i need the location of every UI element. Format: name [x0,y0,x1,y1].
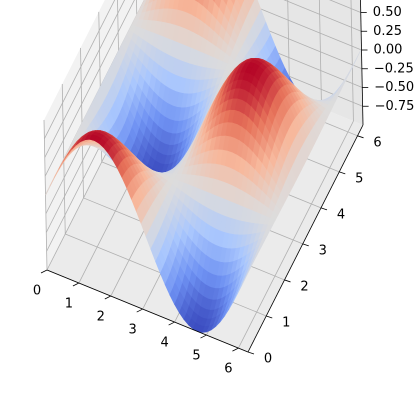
x-tick-mark [136,308,143,313]
surface-patch [241,270,250,285]
grid-z-right [283,0,362,32]
y-axis-line [247,124,364,353]
x-tick-label: 1 [65,297,73,312]
y-tick-mark [302,243,309,247]
x-tick-mark [72,282,80,287]
x-tick-mark [168,321,175,326]
axis-lines [40,0,369,355]
z-tick-label: −0.75 [375,99,415,114]
y-tick-label: 1 [282,316,290,331]
x-tick-label: 4 [160,336,168,351]
y-tick-mark [266,315,273,319]
z-tick-label: 0.00 [374,43,403,58]
y-tick-mark [284,279,291,283]
x-tick-label: 2 [97,310,105,325]
y-tick-mark [339,171,346,175]
x-tick-mark [232,347,239,352]
z-tick-label: −0.25 [374,61,414,76]
x-tick-mark [40,269,48,274]
x-tick-label: 6 [224,362,232,377]
y-tick-label: 3 [319,243,327,258]
tick-labels: 0 1 2 3 4 5 6 0 1 2 3 4 5 6 −0.75 −0.50 −0.25 0.00 0.25 0.5… [33,0,415,377]
grid-z-left [44,0,116,139]
grid-z-left [44,0,135,177]
x-tick-mark [200,334,207,339]
grid-z-left [44,0,125,158]
z-tick-label: 0.50 [373,5,402,20]
y-tick-label: 5 [355,171,363,186]
x-tick-mark [104,295,111,300]
y-tick-label: 0 [264,352,272,367]
x-tick-label: 0 [33,284,41,299]
x-axis-line [46,269,249,353]
z-tick-label: 0.25 [373,24,402,39]
y-tick-mark [357,135,364,139]
z-tick-label: 0.75 [372,0,401,1]
y-tick-label: 6 [373,135,381,150]
x-tick-label: 5 [192,349,200,364]
z-tick-label: −0.50 [374,80,414,95]
x-tick-label: 3 [129,323,137,338]
grid-x-floor [238,120,354,349]
y-tick-label: 4 [337,207,345,222]
surface-mesh [45,0,362,333]
y-tick-label: 2 [300,279,308,294]
y-tick-mark [247,351,255,355]
y-tick-mark [320,207,328,211]
